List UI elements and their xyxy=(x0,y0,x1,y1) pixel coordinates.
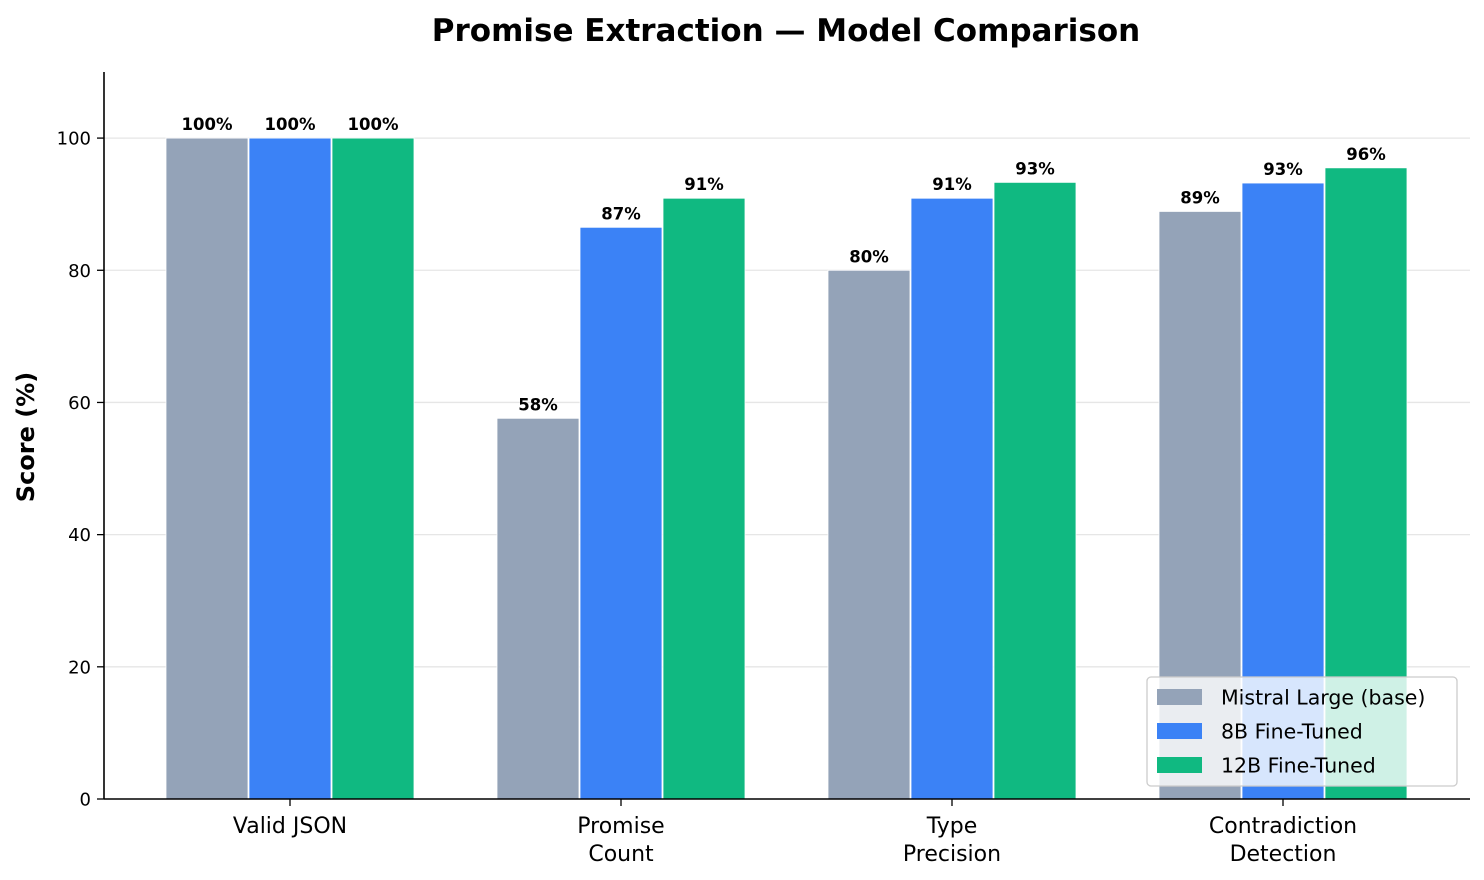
data-label: 91% xyxy=(684,175,724,194)
x-ticks: Valid JSON Promise Count Type Precision Contr… xyxy=(233,799,1357,867)
y-ticks: 0 20 40 60 80 100 xyxy=(57,129,104,811)
legend-box xyxy=(1146,676,1458,787)
legend-label: 12B Fine-Tuned xyxy=(1221,754,1376,778)
y-tick-label: 0 xyxy=(80,790,91,811)
x-tick-label: Precision xyxy=(903,842,1001,867)
x-tick-label: Valid JSON xyxy=(233,814,347,839)
legend-swatch xyxy=(1157,757,1202,773)
data-label: 87% xyxy=(601,204,641,223)
bar-12b-fine-tuned-2 xyxy=(993,181,1077,800)
legend-label: Mistral Large (base) xyxy=(1221,686,1425,710)
bars xyxy=(165,137,1408,800)
chart-title: Promise Extraction — Model Comparison xyxy=(432,13,1140,49)
x-tick-label: Promise xyxy=(577,814,664,839)
data-label: 89% xyxy=(1180,188,1220,207)
data-label: 100% xyxy=(182,115,233,134)
y-tick-label: 20 xyxy=(68,657,91,678)
bar-8b-fine-tuned-1 xyxy=(579,226,663,800)
x-tick-label: Contradiction xyxy=(1209,814,1357,839)
data-label: 100% xyxy=(265,115,316,134)
x-tick-label: Detection xyxy=(1230,842,1337,867)
data-label: 80% xyxy=(849,247,889,266)
y-tick-label: 60 xyxy=(68,393,91,414)
y-tick-label: 80 xyxy=(68,261,91,282)
legend-swatch xyxy=(1157,723,1202,739)
legend-label: 8B Fine-Tuned xyxy=(1221,720,1363,744)
y-tick-label: 40 xyxy=(68,525,91,546)
bar-mistral-large-base--0 xyxy=(165,137,249,800)
bar-8b-fine-tuned-2 xyxy=(910,197,994,800)
legend-swatch xyxy=(1157,689,1202,705)
bar-12b-fine-tuned-1 xyxy=(662,197,746,800)
data-label: 100% xyxy=(348,115,399,134)
x-tick-label: Count xyxy=(588,842,654,867)
data-label: 58% xyxy=(518,395,558,414)
data-label: 93% xyxy=(1263,160,1303,179)
data-labels: 100% 58% 80% 89% 100% 87% 91% 93% 100% 91% 93% 96% xyxy=(182,115,1387,414)
y-tick-label: 100 xyxy=(57,129,91,150)
bar-mistral-large-base--1 xyxy=(496,417,580,800)
x-tick-label: Type xyxy=(926,814,978,839)
data-label: 96% xyxy=(1346,145,1386,164)
y-axis-label: Score (%) xyxy=(12,372,40,502)
bar-mistral-large-base--2 xyxy=(827,269,911,800)
legend: Mistral Large (base) 8B Fine-Tuned 12B Fin… xyxy=(1146,676,1458,787)
bar-8b-fine-tuned-0 xyxy=(248,137,332,800)
data-label: 93% xyxy=(1015,159,1055,178)
axes xyxy=(103,72,1470,800)
data-label: 91% xyxy=(932,175,972,194)
bar-12b-fine-tuned-0 xyxy=(331,137,415,800)
